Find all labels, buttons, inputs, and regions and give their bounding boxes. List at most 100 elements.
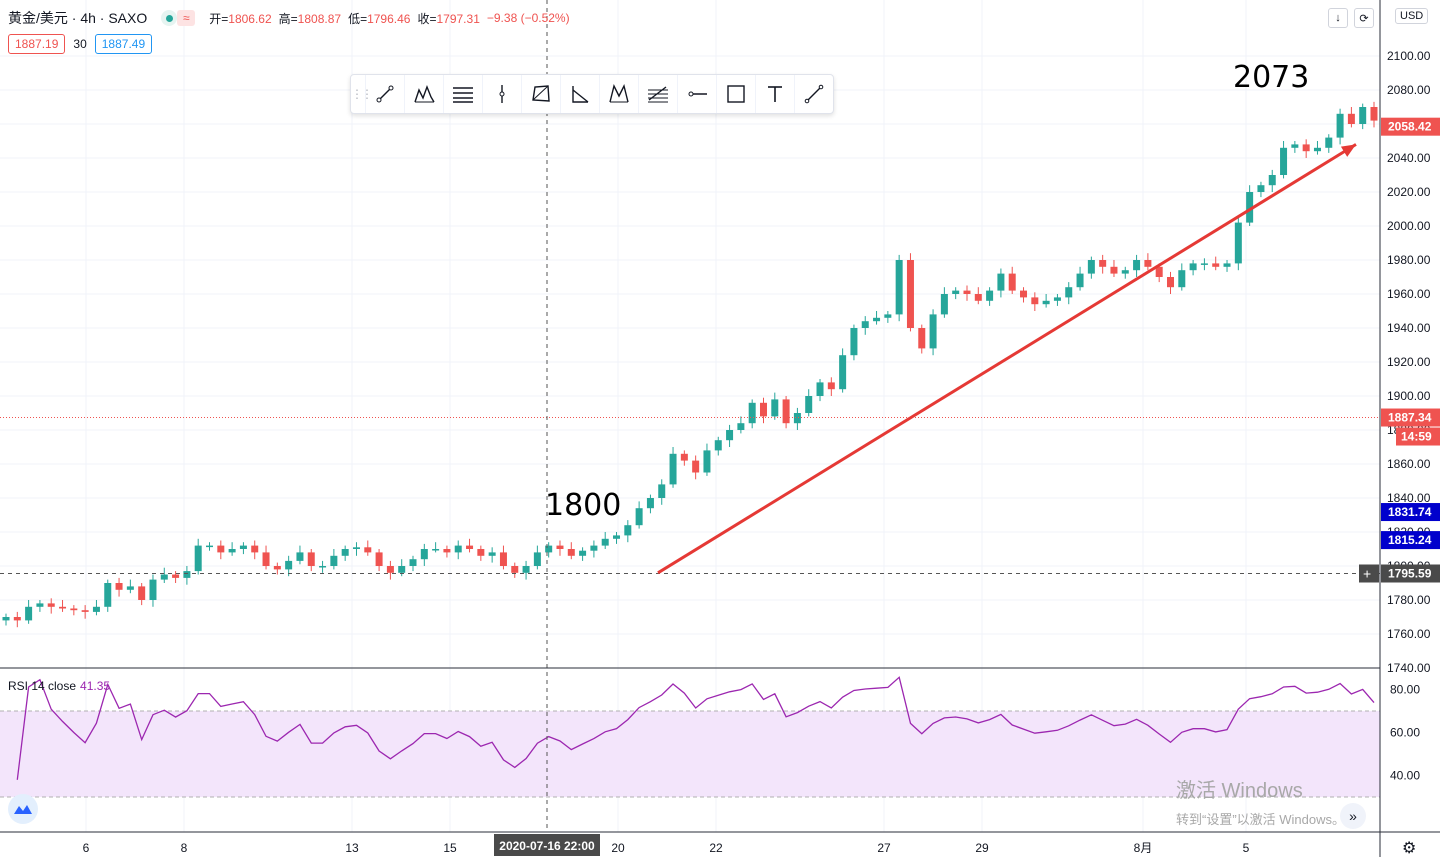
candle-body [2,617,10,621]
candle-body [115,583,123,590]
time-tick-label: 6 [83,841,90,855]
candle-body [703,450,711,473]
candle-body [895,260,903,315]
polygon-icon[interactable] [521,75,560,113]
rsi-title[interactable]: RSI 14 close [8,679,77,693]
price-label-box [1381,503,1440,522]
candle-body [126,586,134,590]
candle-body [556,545,564,549]
candle-body [1246,192,1254,223]
candle-body [771,399,779,417]
crosshair-time-text: 2020-07-16 22:00 [499,839,595,853]
candle-body [884,314,892,318]
top-buttons: ↓ ⟳ [1328,8,1380,28]
candle-body [330,555,338,566]
price-tick-label: 1840.00 [1387,491,1431,505]
channel-icon[interactable] [443,75,482,113]
text-icon[interactable] [755,75,794,113]
candle-body [364,547,372,553]
candle-body [432,549,440,551]
trend-arrow-line [657,143,1357,575]
rsi-band [0,711,1380,797]
candle-body [352,547,360,549]
price-tick-label: 1760.00 [1387,627,1431,641]
gear-icon[interactable]: ⚙ [1402,840,1417,857]
time-tick-label: 13 [345,841,359,855]
candle-body [398,566,406,573]
countdown-text: 14:59 [1401,430,1432,444]
trend-line-icon[interactable] [365,75,404,113]
price-tick-label: 2100.00 [1387,49,1431,63]
scroll-to-end-icon[interactable]: » [1340,803,1366,829]
candle-body [839,355,847,390]
candle-body [70,608,78,611]
ohlc-high: 高=1808.87 [278,11,342,26]
candle-body [386,566,394,573]
xabcd-icon[interactable] [599,75,638,113]
candle-body [183,571,191,578]
annotation-2073: 2073 [1233,60,1310,95]
candle-body [533,552,541,566]
candle-body [1291,144,1299,148]
trend-arrow-head [1340,144,1356,157]
symbol-title[interactable]: 黄金/美元 · 4h · SAXO [8,10,148,26]
bid-button[interactable]: 1887.19 [8,34,66,54]
candle-body [1234,222,1242,264]
time-tick-label: 22 [709,841,723,855]
candle-body [1313,147,1321,152]
candle-body [307,552,315,566]
drag-handle-icon[interactable]: ⋮⋮ [351,87,373,101]
candle-body [1212,263,1220,267]
candle-body [1065,287,1073,298]
line-icon[interactable] [794,75,833,113]
candle-body [646,498,654,509]
refresh-icon[interactable]: ⟳ [1354,8,1374,28]
candle-body [206,545,214,548]
ohlc-close: 收=1797.31 [417,11,480,26]
price-tick-label: 1980.00 [1387,253,1431,267]
candle-body [262,552,270,566]
candle-body [567,549,575,556]
vertical-line-icon[interactable] [482,75,521,113]
rsi-tick-label: 40.00 [1390,769,1420,783]
rectangle-icon[interactable] [716,75,755,113]
pattern-icon[interactable] [404,75,443,113]
ask-button[interactable]: 1887.49 [94,34,153,54]
candle-body [1087,260,1095,274]
candle-body [1053,297,1061,301]
price-tick-label: 1740.00 [1387,661,1431,675]
candle-body [816,382,824,396]
crosshair-plus-box [1359,564,1379,583]
candle-body [36,603,44,607]
candle-body [341,549,349,556]
candle-body [850,328,858,356]
candle-body [1031,297,1039,305]
market-open-icon [161,10,178,26]
price-tick-label: 2040.00 [1387,151,1431,165]
price-tick-label: 1900.00 [1387,389,1431,403]
price-tick-label: 1960.00 [1387,287,1431,301]
candle-body [873,317,881,322]
tradingview-logo-icon[interactable] [8,794,38,824]
price-label-text: 1815.24 [1388,533,1432,547]
currency-button[interactable]: USD [1395,8,1429,24]
candle-body [522,566,530,573]
candle-body [488,552,496,556]
candle-body [443,549,451,553]
horizontal-ray-icon[interactable] [677,75,716,113]
rsi-value: 41.35 [80,679,111,693]
candle-body [1121,270,1129,274]
price-label-box [1381,531,1440,550]
angle-icon[interactable] [560,75,599,113]
candle-body [940,294,948,315]
watermark-line1: 激活 Windows [1176,780,1303,802]
arrow-down-icon[interactable]: ↓ [1328,8,1348,28]
candle-body [601,538,609,546]
chart-header: 黄金/美元 · 4h · SAXO ≈ 开=1806.62 高=1808.87 … [8,8,570,28]
candle-body [918,328,926,349]
candle-body [1257,185,1265,192]
fib-icon[interactable] [638,75,677,113]
candle-body [477,549,485,556]
candle-body [1110,266,1118,274]
